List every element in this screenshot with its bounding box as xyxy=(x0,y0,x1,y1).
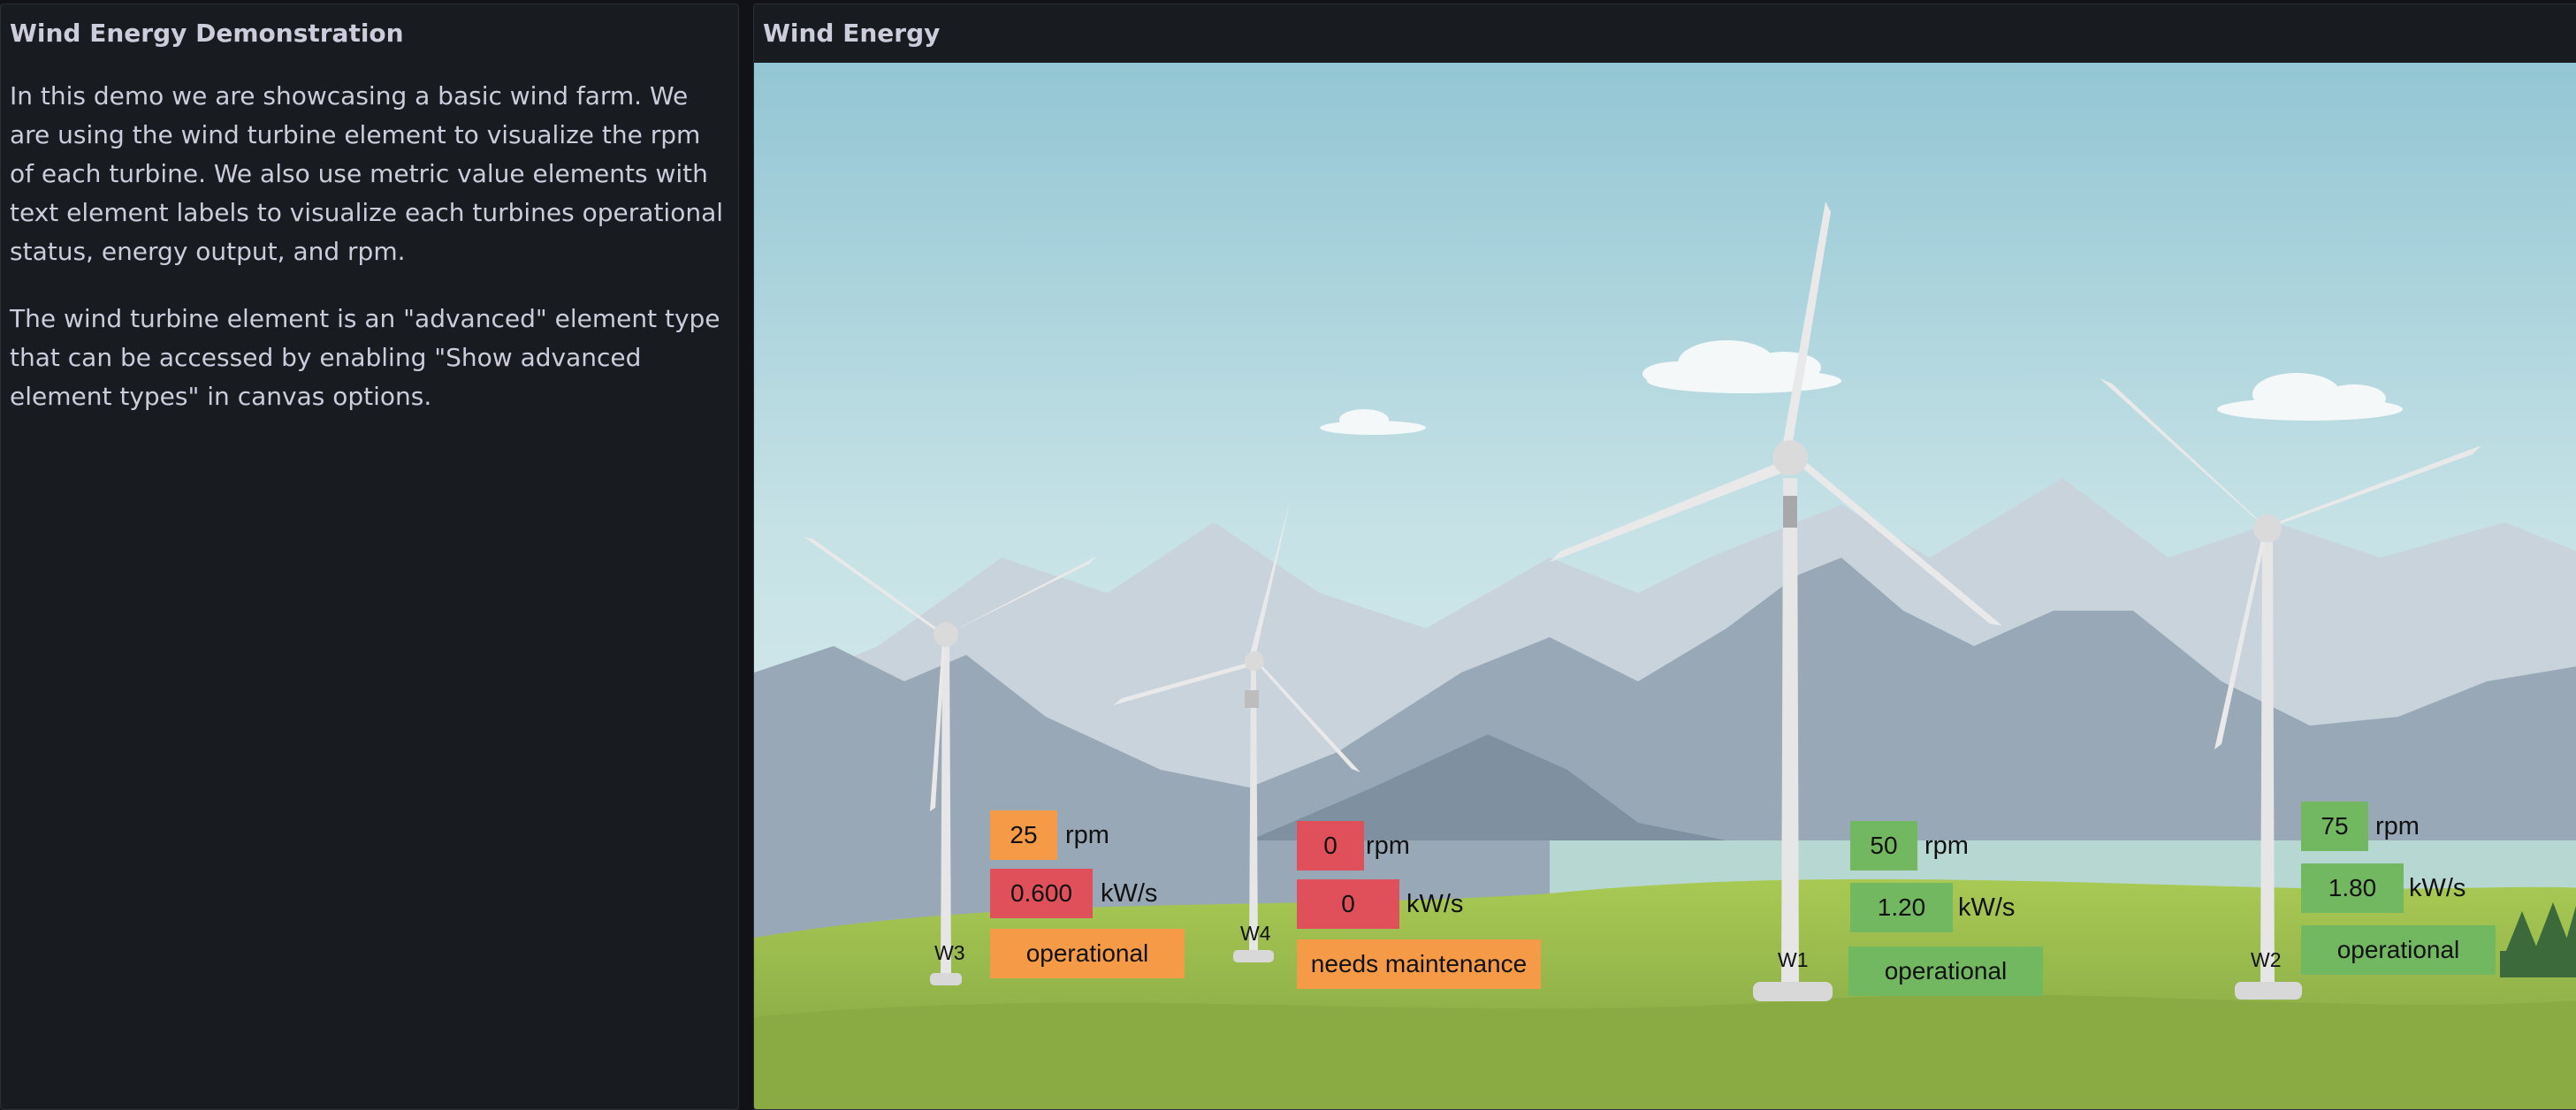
text-panel-title[interactable]: Wind Energy Demonstration xyxy=(10,19,404,48)
wind-turbine-w3 xyxy=(804,537,1096,985)
status-value-w1[interactable]: operational xyxy=(1848,947,2043,996)
wind-turbine-w1 xyxy=(1550,201,2002,1001)
power-value-w3[interactable]: 0.600 xyxy=(990,869,1093,918)
status-value-w3[interactable]: operational xyxy=(990,929,1185,978)
cloud-icon xyxy=(1642,340,1841,393)
power-unit-w2: kW/s xyxy=(2409,874,2466,902)
power-value-w2[interactable]: 1.80 xyxy=(2301,863,2404,913)
text-panel: Wind Energy Demonstration In this demo w… xyxy=(0,4,739,1110)
advanced-element-paragraph: The wind turbine element is an "advanced… xyxy=(10,304,720,411)
cloud-icon xyxy=(2217,373,2403,421)
turbine-label-w4: W4 xyxy=(1240,922,1271,945)
trees xyxy=(2500,902,2576,977)
power-unit-w1: kW/s xyxy=(1958,893,2016,922)
status-value-w4[interactable]: needs maintenance xyxy=(1297,939,1541,989)
turbine-label-w3: W3 xyxy=(934,941,965,964)
rpm-unit-w2: rpm xyxy=(2375,812,2420,840)
status-value-w2[interactable]: operational xyxy=(2301,925,2496,975)
canvas-panel: Wind Energy xyxy=(753,4,2576,1110)
wind-turbine-w2 xyxy=(2100,378,2481,1000)
power-value-w4[interactable]: 0 xyxy=(1297,879,1399,929)
turbine-label-w1: W1 xyxy=(1778,948,1809,971)
rpm-value-w1[interactable]: 50 xyxy=(1850,821,1917,871)
intro-paragraph: In this demo we are showcasing a basic w… xyxy=(10,81,724,266)
power-value-w1[interactable]: 1.20 xyxy=(1850,883,1953,932)
cloud-icon xyxy=(1320,409,1426,435)
turbine-label-w2: W2 xyxy=(2251,948,2282,971)
rpm-value-w2[interactable]: 75 xyxy=(2301,802,2368,851)
rpm-unit-w3: rpm xyxy=(1065,821,1109,849)
wind-turbine-w4 xyxy=(1113,502,1360,962)
rpm-unit-w1: rpm xyxy=(1924,832,1969,860)
power-unit-w4: kW/s xyxy=(1406,890,1464,918)
power-unit-w3: kW/s xyxy=(1101,879,1158,908)
rpm-unit-w4: rpm xyxy=(1366,832,1410,860)
text-panel-body: In this demo we are showcasing a basic w… xyxy=(10,77,729,445)
rpm-value-w4[interactable]: 0 xyxy=(1297,821,1364,871)
canvas-panel-title[interactable]: Wind Energy xyxy=(763,19,941,48)
rpm-value-w3[interactable]: 25 xyxy=(990,810,1057,860)
